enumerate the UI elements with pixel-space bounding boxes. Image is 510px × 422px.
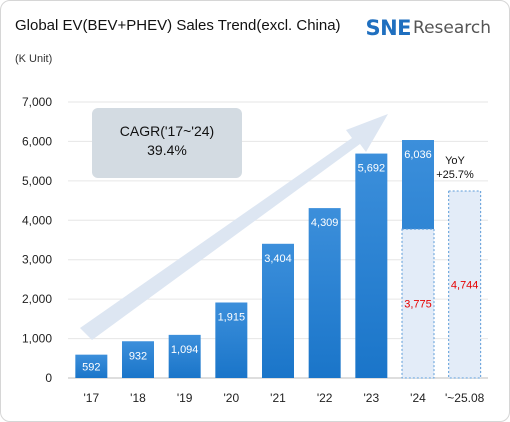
x-tick-label: '23 (364, 391, 380, 405)
y-tick-label: 0 (45, 371, 52, 385)
x-tick-label: '18 (130, 391, 146, 405)
y-tick-label: 6,000 (22, 134, 52, 148)
bar-value-label: 5,692 (358, 163, 386, 175)
partial-value-label: 3,775 (404, 299, 432, 311)
sne-research-logo: SNE Research (365, 15, 491, 41)
bar-value-label: 1,915 (218, 311, 246, 323)
y-tick-label: 3,000 (22, 253, 52, 267)
y-tick-label: 5,000 (22, 174, 52, 188)
bar (308, 208, 341, 378)
partial-bar (401, 228, 435, 379)
cagr-label: CAGR('17~'24) (120, 123, 214, 139)
x-tick-label: '24 (410, 391, 426, 405)
bar-value-label: 1,094 (171, 344, 199, 356)
x-tick-label: '19 (177, 391, 193, 405)
y-unit-label: (K Unit) (15, 53, 53, 65)
x-tick-label: '21 (270, 391, 286, 405)
chart-title: Global EV(BEV+PHEV) Sales Trend(excl. Ch… (15, 17, 341, 34)
cagr-value: 39.4% (147, 142, 187, 158)
bar-value-label: 3,404 (264, 253, 292, 265)
y-tick-label: 1,000 (22, 332, 52, 346)
y-tick-label: 4,000 (22, 213, 52, 227)
bar-value-label: 6,036 (404, 149, 432, 161)
bars (75, 140, 482, 379)
x-tick-label: '~25.08 (445, 391, 485, 405)
y-tick-label: 7,000 (22, 95, 52, 109)
bar (355, 153, 388, 378)
bar-value-label: 932 (129, 350, 147, 362)
bar-value-label: 4,744 (451, 279, 479, 291)
trend-arrow (80, 114, 388, 340)
labels: 0 1,000 2,000 3,000 4,000 5,000 6,000 7,000 592 '… (22, 95, 485, 405)
bar (262, 243, 294, 378)
bar (215, 302, 248, 378)
yoy-label: YoY (445, 155, 465, 167)
logo-sne-text: SNE (365, 16, 412, 40)
x-tick-label: '20 (224, 391, 240, 405)
logo-research-text: Research (413, 18, 491, 38)
bar (122, 341, 154, 378)
bar (448, 190, 482, 379)
trend-arrow-icon (80, 114, 388, 340)
annotations: CAGR('17~'24) 39.4% YoY +25.7% (92, 108, 474, 181)
x-tick-label: '22 (317, 391, 333, 405)
cagr-box (92, 108, 242, 178)
x-tick-label: '17 (84, 391, 100, 405)
bar-value-label: 4,309 (311, 217, 339, 229)
y-tick-label: 2,000 (22, 292, 52, 306)
bar (75, 354, 108, 378)
bar-value-label: 592 (82, 361, 100, 373)
yoy-value: +25.7% (436, 169, 474, 181)
bar (168, 334, 201, 378)
